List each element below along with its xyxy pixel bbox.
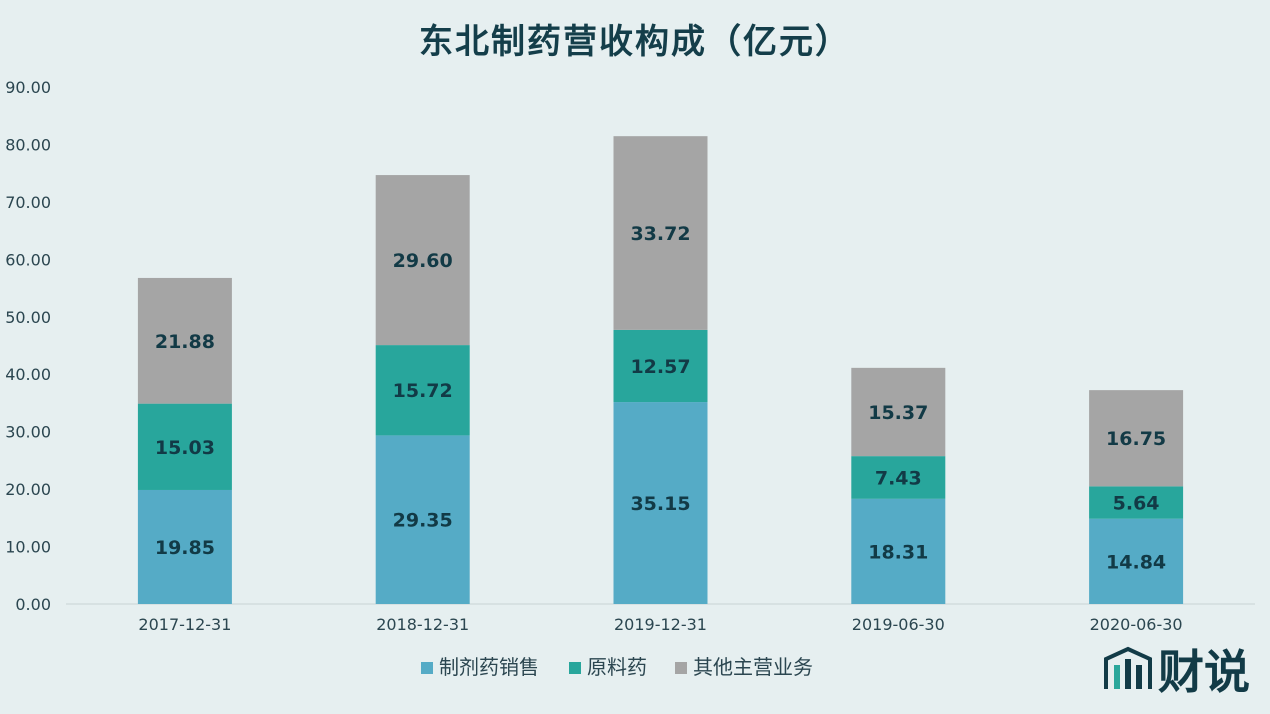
y-tick-label: 80.00 <box>5 135 51 154</box>
data-label: 35.15 <box>630 493 690 515</box>
y-tick-label: 10.00 <box>5 538 51 557</box>
legend-label: 制剂药销售 <box>439 655 539 679</box>
data-label: 16.75 <box>1106 428 1166 450</box>
bar-segment <box>137 277 232 404</box>
legend-swatch <box>421 662 433 674</box>
data-label: 29.35 <box>393 510 453 532</box>
x-tick-label: 2019-06-30 <box>852 615 945 634</box>
bar-segment <box>1089 518 1184 604</box>
chart-title: 东北制药营收构成（亿元） <box>419 22 851 62</box>
data-label: 19.85 <box>155 537 215 559</box>
bar-segment <box>375 175 470 346</box>
bar-segment <box>613 329 708 403</box>
bar-segment <box>1089 486 1184 519</box>
data-label: 15.03 <box>155 437 215 459</box>
data-label: 33.72 <box>630 223 690 245</box>
legend-label: 其他主营业务 <box>693 655 813 679</box>
legend-swatch <box>569 662 581 674</box>
y-tick-label: 90.00 <box>5 78 51 97</box>
legend-label: 原料药 <box>587 655 647 679</box>
y-tick-label: 0.00 <box>15 595 51 614</box>
y-tick-label: 70.00 <box>5 193 51 212</box>
data-label: 5.64 <box>1113 493 1160 515</box>
y-tick-label: 20.00 <box>5 480 51 499</box>
y-tick-label: 40.00 <box>5 365 51 384</box>
data-label: 21.88 <box>155 331 215 353</box>
legend-swatch <box>675 662 687 674</box>
bar-segment <box>851 456 946 499</box>
data-label: 15.72 <box>393 380 453 402</box>
data-label: 29.60 <box>393 250 453 272</box>
bar-segment <box>137 403 232 490</box>
x-tick-label: 2019-12-31 <box>614 615 707 634</box>
y-tick-label: 50.00 <box>5 308 51 327</box>
bar-segment <box>613 136 708 330</box>
bar-segment <box>1089 390 1184 487</box>
bar-segment <box>375 435 470 604</box>
data-label: 15.37 <box>868 402 928 424</box>
bar-segment <box>851 367 946 457</box>
data-label: 7.43 <box>875 467 922 489</box>
caishuo-logo: 财说 <box>1102 636 1250 702</box>
data-label: 18.31 <box>868 541 928 563</box>
bar-segment <box>851 498 946 604</box>
bar-segment <box>375 345 470 436</box>
bar-segment <box>137 489 232 604</box>
caishuo-logo-icon <box>1104 646 1152 689</box>
y-tick-label: 30.00 <box>5 423 51 442</box>
x-tick-label: 2020-06-30 <box>1090 615 1183 634</box>
x-tick-label: 2018-12-31 <box>376 615 469 634</box>
x-tick-label: 2017-12-31 <box>138 615 231 634</box>
data-label: 14.84 <box>1106 551 1166 573</box>
logo-text: 财说 <box>1158 645 1250 699</box>
data-label: 12.57 <box>630 356 690 378</box>
y-tick-label: 60.00 <box>5 250 51 269</box>
bar-segment <box>613 402 708 604</box>
